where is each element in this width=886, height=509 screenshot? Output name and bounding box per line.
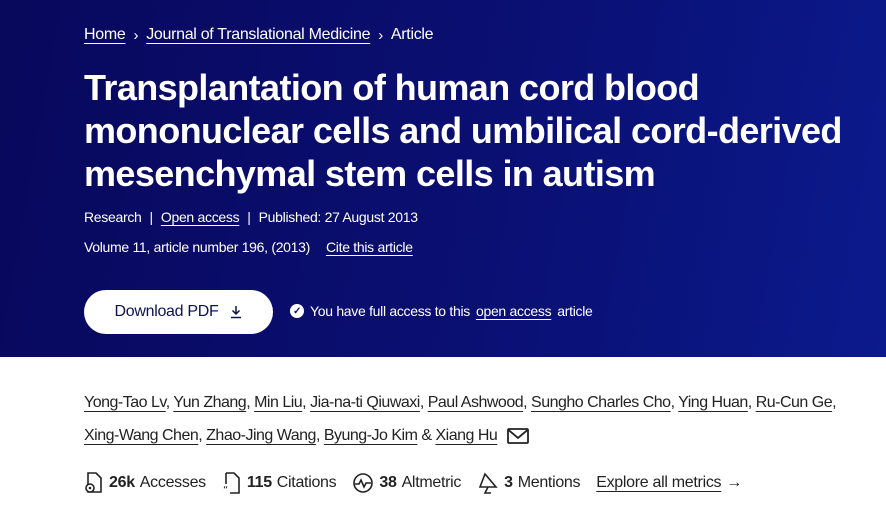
chevron-right-icon: ›	[378, 26, 383, 44]
metric-label: Mentions	[517, 474, 581, 491]
metric-mentions: 3 Mentions	[477, 472, 581, 494]
author-link[interactable]: Paul Ashwood	[427, 394, 524, 411]
accesses-icon	[85, 472, 102, 493]
author-link[interactable]: Min Liu	[254, 394, 303, 411]
author-link[interactable]: Ying Huan	[678, 394, 748, 411]
author-link[interactable]: Ru-Cun Ge	[755, 394, 833, 411]
author-link[interactable]: Yong-Tao Lv	[84, 394, 166, 411]
access-text-suffix: article	[557, 303, 593, 319]
article-header: Home › Journal of Translational Medicine…	[0, 0, 886, 357]
breadcrumb-journal[interactable]: Journal of Translational Medicine	[146, 26, 371, 43]
author-link[interactable]: Xing-Wang Chen	[84, 427, 199, 444]
article-citation-info: Volume 11, article number 196, (2013) Ci…	[84, 239, 413, 255]
metric-value: 3	[504, 474, 513, 491]
metric-label: Accesses	[139, 474, 206, 491]
citations-icon: “	[223, 472, 240, 494]
author-link[interactable]: Yun Zhang	[173, 394, 247, 411]
metric-value: 26k	[109, 474, 135, 491]
explore-metrics-label[interactable]: Explore all metrics	[596, 474, 722, 491]
published-date: Published: 27 August 2013	[258, 209, 418, 225]
divider: |	[247, 209, 251, 225]
download-label: Download PDF	[114, 303, 219, 320]
mentions-icon	[478, 472, 498, 494]
breadcrumb-home[interactable]: Home	[84, 26, 126, 43]
download-pdf-button[interactable]: Download PDF	[84, 290, 273, 334]
breadcrumb: Home › Journal of Translational Medicine…	[84, 26, 434, 44]
altmetric-icon	[353, 473, 374, 493]
arrow-right-icon: →	[726, 474, 742, 491]
metric-altmetric: 38 Altmetric	[352, 472, 461, 494]
author-link[interactable]: Byung-Jo Kim	[323, 427, 418, 444]
author-link[interactable]: Xiang Hu	[435, 427, 498, 444]
cite-article-link[interactable]: Cite this article	[326, 239, 413, 255]
open-access-info-link[interactable]: open access	[475, 303, 552, 319]
email-icon[interactable]	[507, 427, 530, 444]
author-link[interactable]: Zhao-Jing Wang	[206, 427, 316, 444]
metric-accesses: 26k Accesses	[84, 472, 206, 494]
metric-value: 115	[246, 474, 272, 491]
check-circle-icon: ✓	[290, 304, 304, 318]
page-title: Transplantation of human cord blood mono…	[84, 67, 842, 194]
author-list: Yong-Tao Lv, Yun Zhang, Min Liu, Jia-na-…	[84, 394, 837, 444]
access-note: ✓ You have full access to this open acce…	[290, 303, 593, 319]
metric-label: Altmetric	[401, 474, 462, 491]
chevron-right-icon: ›	[133, 26, 139, 44]
article-type: Research	[84, 209, 142, 225]
breadcrumb-current: Article	[390, 26, 434, 43]
download-icon	[230, 306, 241, 319]
svg-text:“: “	[223, 485, 228, 494]
author-link[interactable]: Jia-na-ti Qiuwaxi	[310, 394, 420, 411]
access-text: You have full access to this	[310, 303, 470, 319]
article-metrics: 26k Accesses “ 115 Citations 38 Altmetric 3…	[84, 472, 742, 494]
metric-value: 38	[379, 474, 397, 491]
article-meta: Research | Open access | Published: 27 Aug…	[84, 209, 418, 225]
author-link[interactable]: Sungho Charles Cho	[531, 394, 671, 411]
metric-citations: “ 115 Citations	[222, 472, 337, 494]
metric-label: Citations	[276, 474, 337, 491]
open-access-link[interactable]: Open access	[160, 209, 240, 225]
explore-metrics-link[interactable]: Explore all metrics →	[596, 474, 742, 492]
divider: |	[149, 209, 154, 225]
volume-info: Volume 11, article number 196, (2013)	[84, 239, 310, 255]
